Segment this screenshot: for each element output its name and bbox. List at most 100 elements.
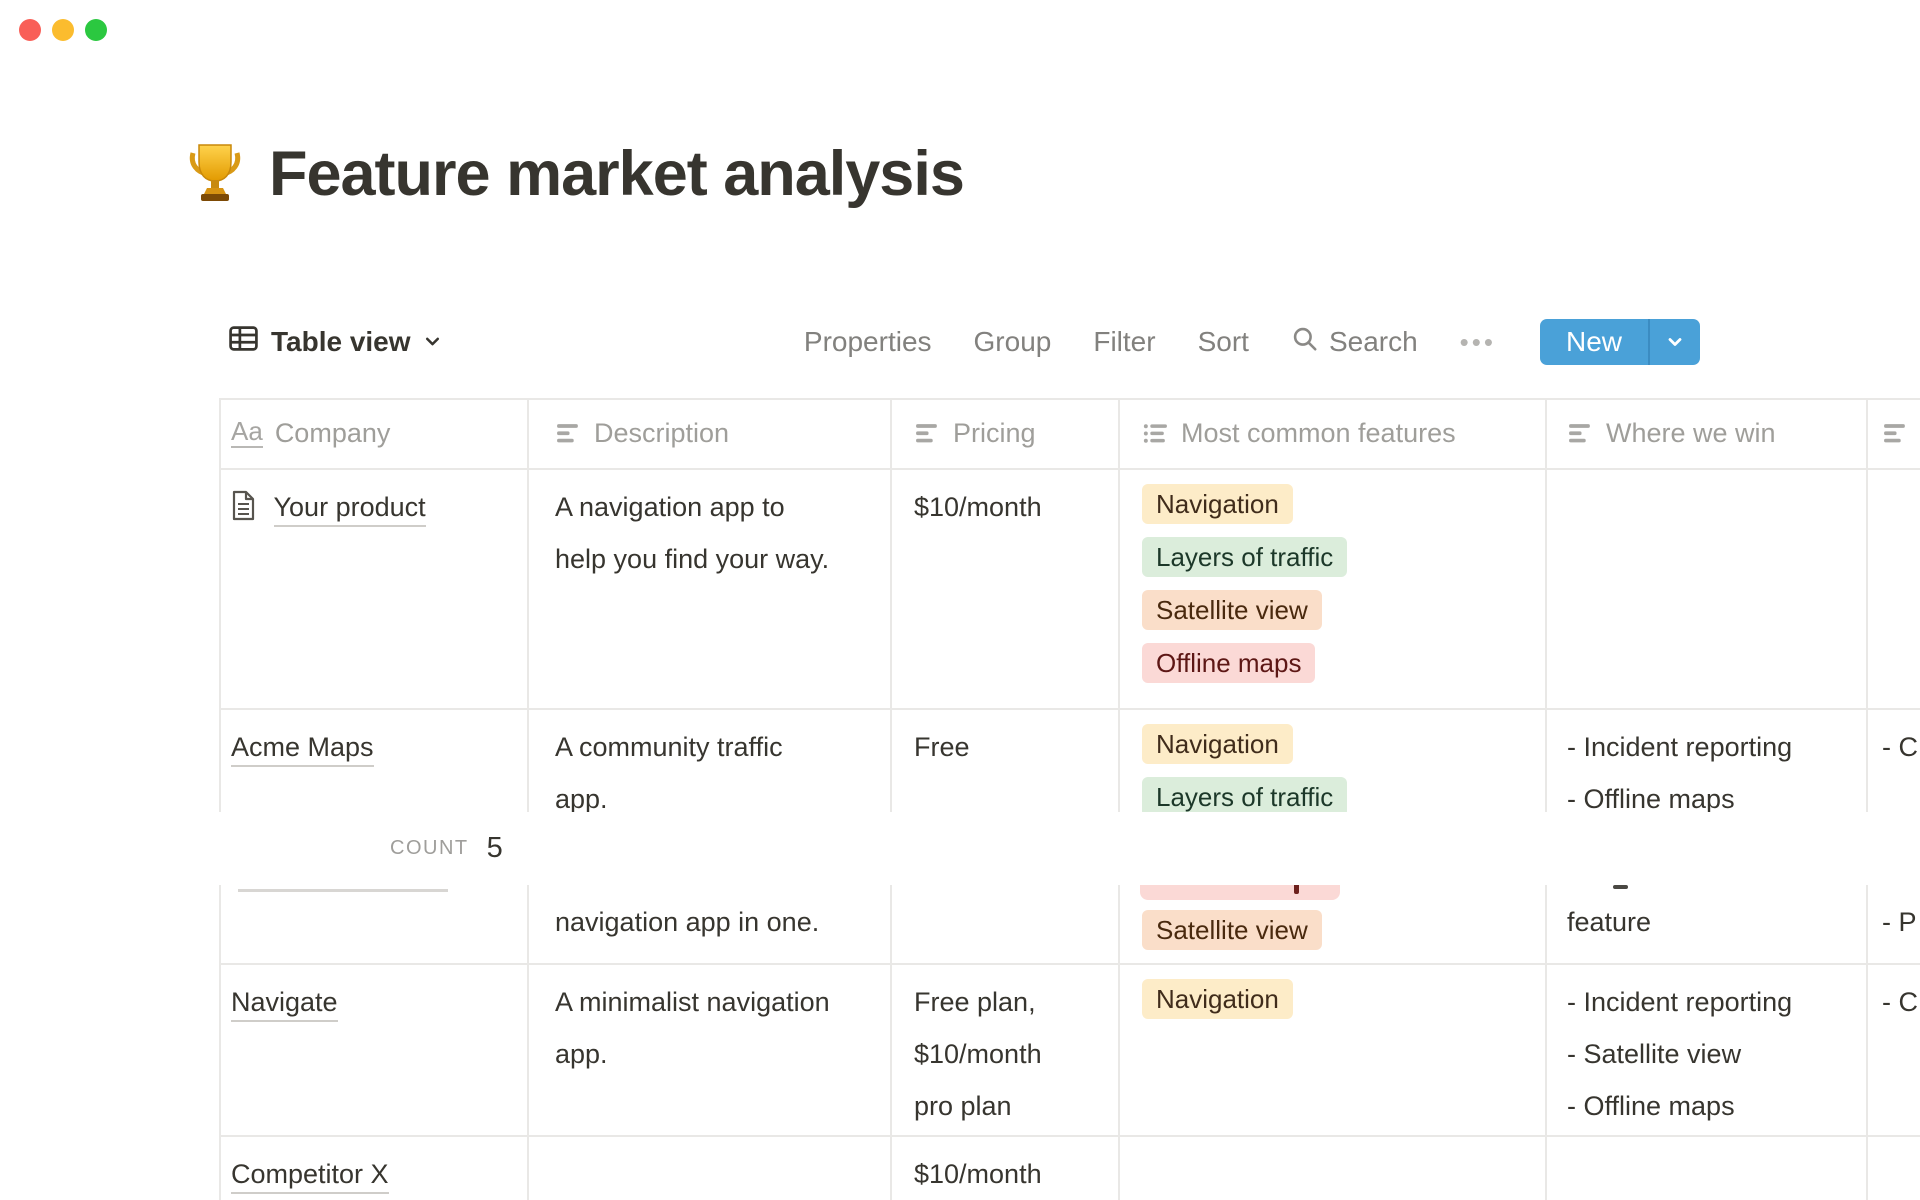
cell-description[interactable]: A community traffic app. [527, 710, 890, 812]
feature-tag: Satellite view [1142, 910, 1322, 950]
text-property-icon [1884, 423, 1905, 442]
cell-company[interactable]: Navigate [219, 965, 527, 1135]
header-divider [219, 468, 1920, 470]
group-button[interactable]: Group [973, 326, 1052, 357]
expand-window-button[interactable] [85, 19, 107, 41]
cell-extra[interactable]: - C [1866, 965, 1920, 1135]
feature-tag: Navigation [1142, 724, 1293, 764]
count-footer[interactable]: COUNT 5 [0, 812, 1920, 885]
row-divider [219, 963, 1920, 965]
cell-pricing[interactable]: Free [890, 710, 1118, 812]
cell-company[interactable] [219, 885, 527, 963]
cell-features[interactable] [1118, 1137, 1545, 1200]
feature-tag: Navigation [1142, 979, 1293, 1019]
column-label: Pricing [953, 417, 1036, 448]
column-header-extra[interactable] [1866, 398, 1920, 468]
window-controls [19, 19, 107, 41]
hidden-page-link-underline [238, 889, 448, 892]
feature-tag: Layers of traffic [1142, 537, 1348, 577]
cell-extra[interactable] [1866, 1137, 1920, 1200]
count-value: 5 [486, 832, 503, 864]
cell-extra[interactable] [1866, 470, 1920, 708]
column-header-description[interactable]: Description [527, 398, 890, 468]
cell-company[interactable]: Acme Maps [219, 710, 527, 812]
cell-pricing[interactable] [890, 885, 1118, 963]
column-label: Most common features [1181, 417, 1456, 448]
close-window-button[interactable] [19, 19, 41, 41]
cell-where-we-win[interactable]: feature [1545, 885, 1866, 963]
filter-button[interactable]: Filter [1093, 326, 1156, 357]
column-header-where-we-win[interactable]: Where we win [1545, 398, 1866, 468]
cell-pricing[interactable]: Free plan, $10/month pro plan [890, 965, 1118, 1135]
table-header-row: Aa Company Description Pricing [0, 398, 1920, 468]
cell-extra[interactable]: - C [1866, 710, 1920, 812]
column-label: Where we win [1606, 417, 1776, 448]
toolbar-actions: Properties Group Filter Sort Search ••• … [804, 319, 1700, 365]
table-row: Acme Maps A community traffic app. Free … [0, 710, 1920, 812]
chevron-down-icon [423, 326, 442, 358]
search-button[interactable]: Search [1291, 325, 1418, 360]
text-property-icon [1569, 423, 1590, 442]
cell-features[interactable]: Navigation Layers of traffic [1118, 710, 1545, 812]
cell-where-we-win[interactable]: - Incident reporting - Offline maps [1545, 710, 1866, 812]
properties-button[interactable]: Properties [803, 326, 932, 357]
cell-features[interactable]: Navigation Layers of traffic Satellite v… [1118, 470, 1545, 708]
page-icon [231, 490, 264, 527]
cut-tag-letter-remnant [1294, 885, 1299, 894]
cell-description[interactable]: A minimalist navigation app. [527, 965, 890, 1135]
cell-description[interactable] [527, 1137, 890, 1200]
search-icon [1291, 325, 1319, 360]
more-options-button[interactable]: ••• [1460, 327, 1496, 358]
table-top-border [219, 398, 1920, 400]
feature-tag: Satellite view [1142, 590, 1322, 630]
cell-description[interactable]: A navigation app to help you find your w… [527, 470, 890, 708]
cell-where-we-win[interactable]: - Incident reporting - Satellite view - … [1545, 965, 1866, 1135]
column-header-pricing[interactable]: Pricing [890, 398, 1118, 468]
cell-where-we-win[interactable] [1545, 1137, 1866, 1200]
table-view-icon [228, 323, 259, 361]
cell-description[interactable]: navigation app in one. [527, 885, 890, 963]
row-divider [219, 708, 1920, 710]
text-property-icon [557, 423, 578, 442]
feature-tag: Layers of traffic [1142, 777, 1348, 812]
cell-extra[interactable]: - P [1866, 885, 1920, 963]
count-label: COUNT [390, 837, 469, 859]
table-view-label: Table view [271, 326, 411, 357]
new-button[interactable]: New [1565, 326, 1622, 357]
page-title: Feature market analysis [269, 139, 965, 209]
cut-text-remnant [1613, 885, 1628, 889]
cell-company[interactable]: Competitor X [219, 1137, 527, 1200]
row-divider [219, 1135, 1920, 1137]
page-link[interactable]: Navigate [231, 987, 338, 1022]
new-split-button: New [1539, 319, 1700, 365]
cell-features[interactable]: Navigation [1118, 965, 1545, 1135]
text-property-icon [916, 423, 937, 442]
feature-tag: Navigation [1142, 484, 1293, 524]
ellipsis-icon: ••• [1459, 326, 1496, 357]
cell-where-we-win[interactable] [1545, 470, 1866, 708]
page-link[interactable]: Your product [273, 492, 426, 527]
page-link[interactable]: Acme Maps [231, 732, 374, 767]
table-row: Competitor X $10/month [0, 1137, 1920, 1200]
sort-button[interactable]: Sort [1197, 326, 1249, 357]
multi-select-property-icon [1143, 423, 1167, 443]
cell-features[interactable]: Satellite view [1118, 885, 1545, 963]
column-header-features[interactable]: Most common features [1118, 398, 1545, 468]
cell-company[interactable]: Your product [219, 470, 527, 708]
cell-pricing[interactable]: $10/month [890, 470, 1118, 708]
cut-tag-remnant [1140, 885, 1340, 900]
view-toolbar: Table view Properties Group Filter Sort … [228, 316, 1700, 368]
trophy-icon [183, 140, 247, 209]
new-dropdown-button[interactable] [1648, 319, 1700, 365]
column-header-company[interactable]: Aa Company [219, 398, 527, 468]
title-property-icon: Aa [231, 416, 263, 448]
cell-pricing[interactable]: $10/month [890, 1137, 1118, 1200]
table-view-button[interactable]: Table view [228, 323, 442, 361]
search-label: Search [1328, 326, 1418, 357]
column-label: Description [594, 417, 730, 448]
chevron-down-icon [1668, 338, 1682, 346]
page-link[interactable]: Competitor X [231, 1159, 389, 1194]
minimize-window-button[interactable] [52, 19, 74, 41]
column-label: Company [274, 417, 391, 448]
